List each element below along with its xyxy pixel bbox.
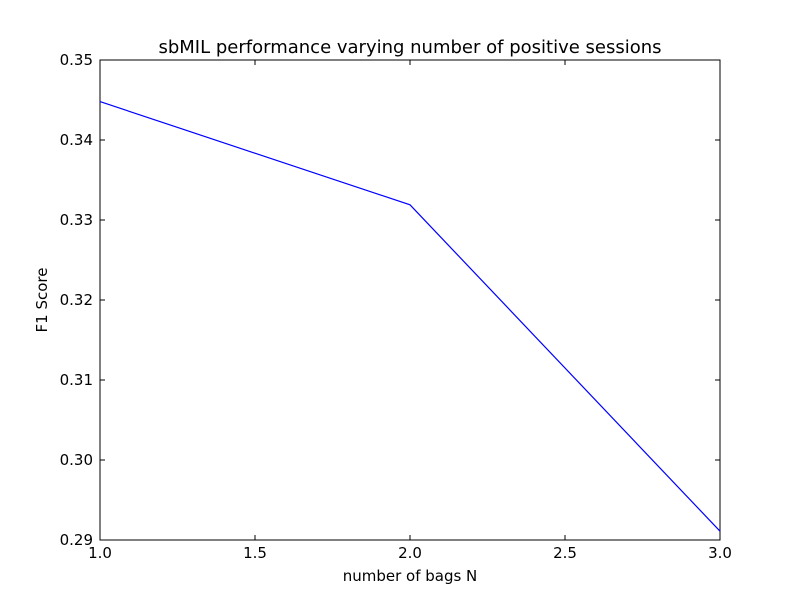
y-tick-label: 0.34 <box>60 131 93 149</box>
series-line <box>99 101 721 532</box>
x-tick-label: 1.5 <box>243 544 267 562</box>
y-tick-label: 0.35 <box>60 51 93 69</box>
chart-title: sbMIL performance varying number of posi… <box>158 37 661 58</box>
plot-area-frame <box>99 59 721 541</box>
y-tick-label: 0.31 <box>60 371 93 389</box>
y-tick-label: 0.30 <box>60 451 93 469</box>
y-tick-label: 0.33 <box>60 211 93 229</box>
y-tick-label: 0.29 <box>60 531 93 549</box>
y-tick-label: 0.32 <box>60 291 93 309</box>
x-axis-ticks: 1.0 1.5 2.0 2.5 3.0 <box>88 60 732 562</box>
x-tick-label: 1.0 <box>88 544 112 562</box>
y-axis-ticks: 0.29 0.30 0.31 0.32 0.33 0.34 0.35 <box>60 51 720 549</box>
x-tick-label: 3.0 <box>708 544 732 562</box>
y-axis-label: F1 Score <box>33 268 51 333</box>
x-tick-label: 2.5 <box>553 544 577 562</box>
x-axis-label: number of bags N <box>343 567 478 585</box>
series-layer <box>99 101 721 532</box>
x-tick-label: 2.0 <box>398 544 422 562</box>
